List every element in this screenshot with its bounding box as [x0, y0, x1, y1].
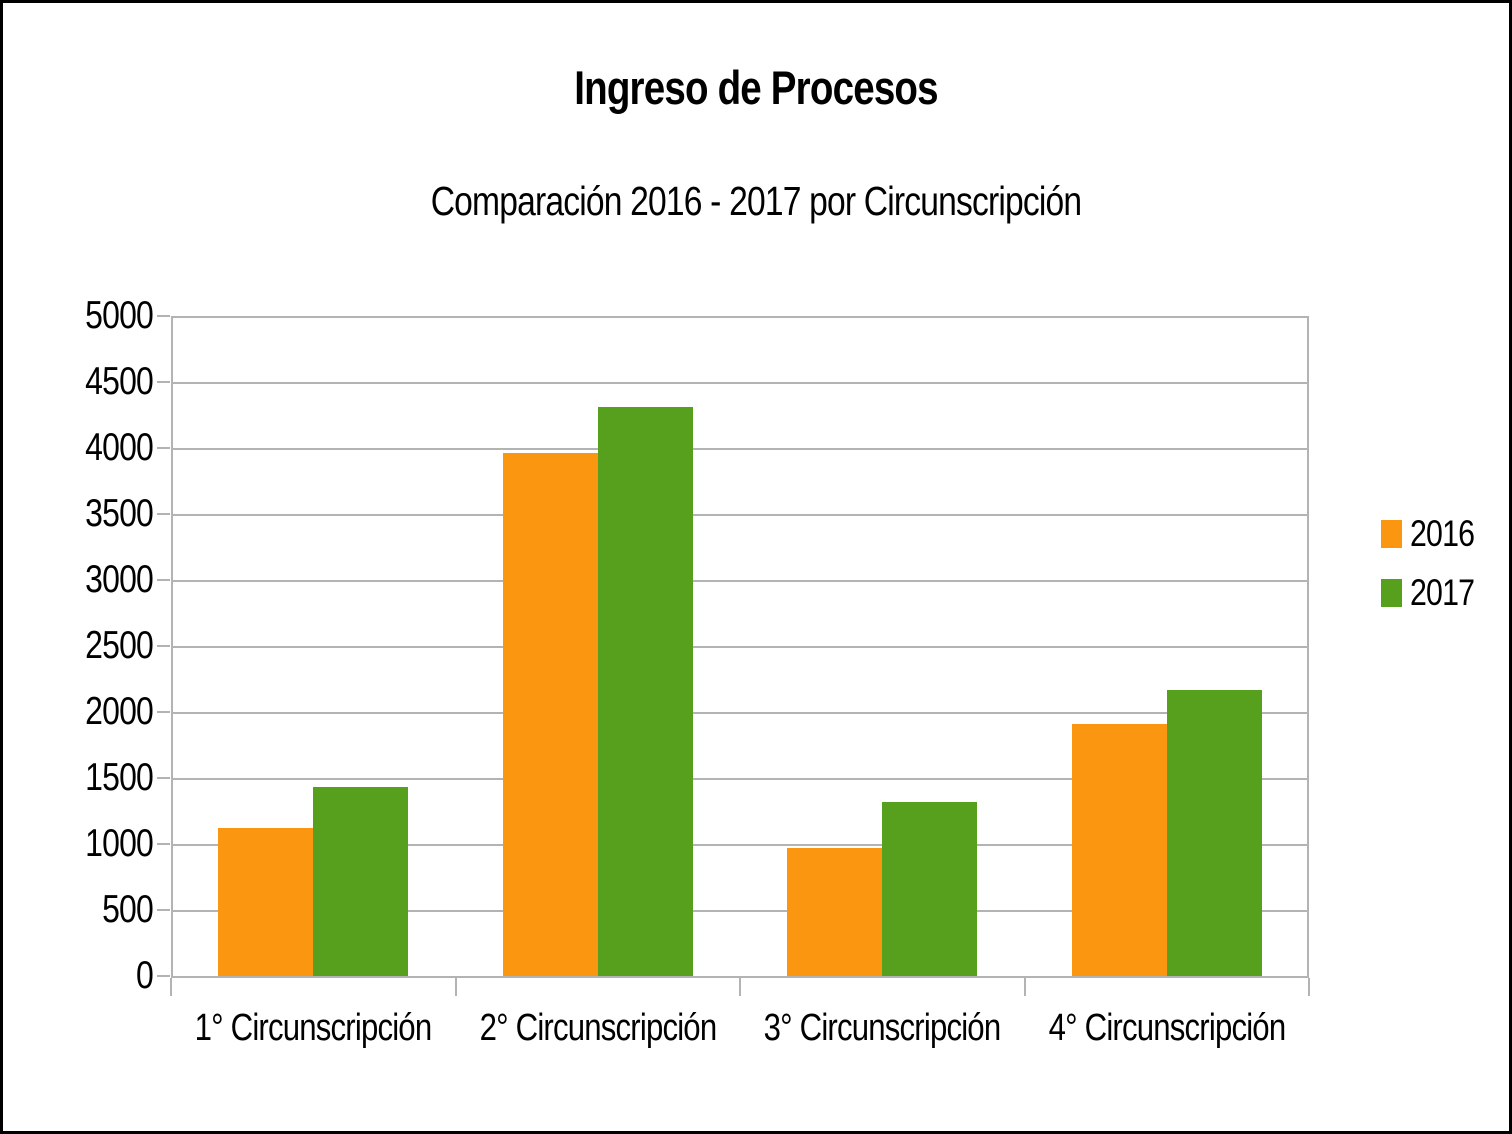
y-axis-tick-1500 [157, 777, 170, 779]
bar-2016-category-1 [218, 828, 314, 976]
y-axis-label-3000: 3000 [85, 558, 154, 601]
y-axis-label-4000: 4000 [85, 426, 154, 469]
bar-2017-category-3 [882, 801, 978, 976]
y-axis-label-500: 500 [102, 888, 154, 931]
gridline-2500 [171, 646, 1309, 648]
x-axis-tick-3 [1024, 978, 1026, 996]
gridline-3000 [171, 580, 1309, 582]
y-axis-label-1500: 1500 [85, 756, 154, 799]
chart-subtitle: Comparación 2016 - 2017 por Circunscripc… [430, 178, 1082, 224]
y-axis-label-1000: 1000 [85, 822, 154, 865]
y-axis-line [171, 316, 173, 978]
y-axis-tick-2500 [157, 645, 170, 647]
x-axis-label-category-3: 3° Circunscripción [763, 1007, 1002, 1049]
gridline-5000 [171, 316, 1309, 318]
x-axis-line [171, 976, 1309, 978]
x-axis-label-category-2: 2° Circunscripción [479, 1007, 718, 1049]
y-axis-tick-500 [157, 909, 170, 911]
y-axis-label-5000: 5000 [85, 294, 154, 337]
y-axis-tick-3500 [157, 513, 170, 515]
legend-label-2016: 2016 [1410, 513, 1475, 554]
gridline-1000 [171, 844, 1309, 846]
x-axis-label-category-1: 1° Circunscripción [194, 1007, 433, 1049]
y-axis-tick-0 [157, 975, 170, 977]
gridline-1500 [171, 778, 1309, 780]
bar-2016-category-3 [787, 848, 883, 976]
bar-2017-category-4 [1166, 689, 1262, 976]
plot-area [171, 316, 1309, 978]
bar-2017-category-2 [597, 407, 693, 976]
chart-title: Ingreso de Procesos [574, 61, 938, 114]
gridline-3500 [171, 514, 1309, 516]
y-axis-tick-5000 [157, 315, 170, 317]
legend: 2016 2017 [1381, 513, 1488, 638]
legend-swatch-2016 [1381, 520, 1402, 548]
x-axis-tick-2 [739, 978, 741, 996]
bar-2016-category-2 [502, 453, 598, 976]
plot-right-border [1307, 316, 1309, 978]
y-axis-label-4500: 4500 [85, 360, 154, 403]
y-axis-tick-4500 [157, 381, 170, 383]
legend-item-2016: 2016 [1381, 513, 1488, 554]
legend-item-2017: 2017 [1381, 572, 1488, 613]
gridline-500 [171, 910, 1309, 912]
y-axis-tick-4000 [157, 447, 170, 449]
bar-2017-category-1 [313, 787, 409, 976]
y-axis-tick-2000 [157, 711, 170, 713]
gridline-2000 [171, 712, 1309, 714]
y-axis-label-0: 0 [136, 954, 154, 997]
gridline-4500 [171, 382, 1309, 384]
bar-2016-category-4 [1071, 723, 1167, 976]
gridline-4000 [171, 448, 1309, 450]
y-axis-tick-3000 [157, 579, 170, 581]
x-axis-tick-0 [170, 978, 172, 996]
y-axis-label-2000: 2000 [85, 690, 154, 733]
y-axis-tick-1000 [157, 843, 170, 845]
y-axis-label-3500: 3500 [85, 492, 154, 535]
x-axis-tick-4 [1308, 978, 1310, 996]
legend-label-2017: 2017 [1410, 572, 1475, 613]
x-axis-label-category-4: 4° Circunscripción [1048, 1007, 1287, 1049]
legend-swatch-2017 [1381, 579, 1402, 607]
x-axis-tick-1 [455, 978, 457, 996]
y-axis-label-2500: 2500 [85, 624, 154, 667]
